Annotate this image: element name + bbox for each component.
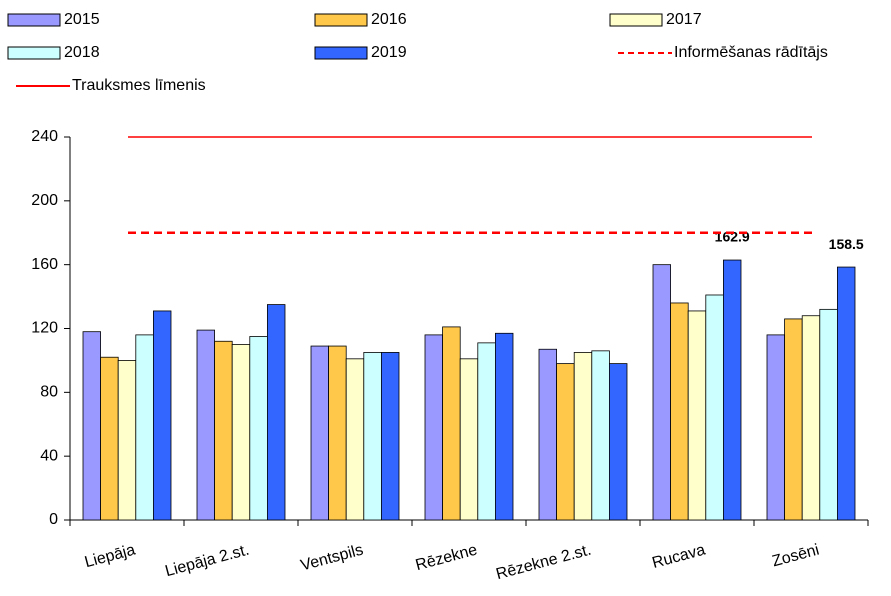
legend-label: Trauksmes līmenis xyxy=(72,77,206,94)
bar xyxy=(652,264,672,521)
legend-label: Informēšanas rādītājs xyxy=(674,44,828,61)
bar xyxy=(214,340,233,521)
legend-label: 2016 xyxy=(371,11,407,28)
legend-label: 2017 xyxy=(666,11,702,28)
legend-label: 2015 xyxy=(64,11,100,28)
legend-swatch xyxy=(7,13,61,27)
value-label: 158.5 xyxy=(829,236,864,252)
legend-swatch xyxy=(314,13,368,27)
bar xyxy=(117,360,137,521)
x-tick-label: Liepāja xyxy=(83,541,137,571)
bar xyxy=(477,342,496,521)
legend-label: 2019 xyxy=(371,44,407,61)
bar xyxy=(231,344,251,521)
bar xyxy=(573,352,593,521)
x-tick-label: Rēzekne xyxy=(414,541,479,574)
bar xyxy=(819,308,838,521)
legend-swatch xyxy=(609,13,663,27)
y-tick-label: 160 xyxy=(31,256,58,273)
bar xyxy=(345,358,365,521)
bar xyxy=(705,294,724,521)
bar xyxy=(328,345,347,521)
legend-swatch xyxy=(7,46,61,60)
legend-label: 2018 xyxy=(64,44,100,61)
y-tick-label: 120 xyxy=(31,320,58,337)
bar xyxy=(249,336,268,521)
bar xyxy=(538,348,558,521)
bar xyxy=(100,356,119,521)
bar xyxy=(442,326,461,521)
bar xyxy=(591,350,610,521)
y-tick-label: 240 xyxy=(31,128,58,145)
bar xyxy=(380,352,400,521)
bar xyxy=(801,315,821,521)
y-tick-label: 200 xyxy=(31,192,58,209)
bar xyxy=(152,310,172,521)
x-tick-label: Zosēni xyxy=(770,542,821,571)
bar xyxy=(310,345,330,521)
legend-swatch xyxy=(314,46,368,60)
bar xyxy=(494,332,514,521)
bar xyxy=(784,318,803,521)
bar xyxy=(609,363,628,521)
x-tick-label: Rucava xyxy=(650,541,707,572)
bar xyxy=(266,304,286,521)
x-tick-label: Rēzekne 2.st. xyxy=(494,542,593,584)
bar xyxy=(135,334,154,521)
bar xyxy=(837,266,856,521)
bar xyxy=(670,302,689,521)
bar xyxy=(556,363,575,521)
bar xyxy=(424,334,444,521)
bar xyxy=(196,329,216,521)
bar xyxy=(82,331,102,521)
bar xyxy=(766,334,786,521)
bar xyxy=(459,358,479,521)
y-tick-label: 40 xyxy=(40,447,58,464)
x-tick-label: Liepāja 2.st. xyxy=(163,542,251,581)
bar xyxy=(363,352,382,521)
x-tick-label: Ventspils xyxy=(299,542,365,575)
bar xyxy=(687,310,707,521)
y-tick-label: 0 xyxy=(49,511,58,528)
y-tick-label: 80 xyxy=(40,384,58,401)
value-label: 162.9 xyxy=(715,229,750,245)
bar xyxy=(723,259,742,521)
